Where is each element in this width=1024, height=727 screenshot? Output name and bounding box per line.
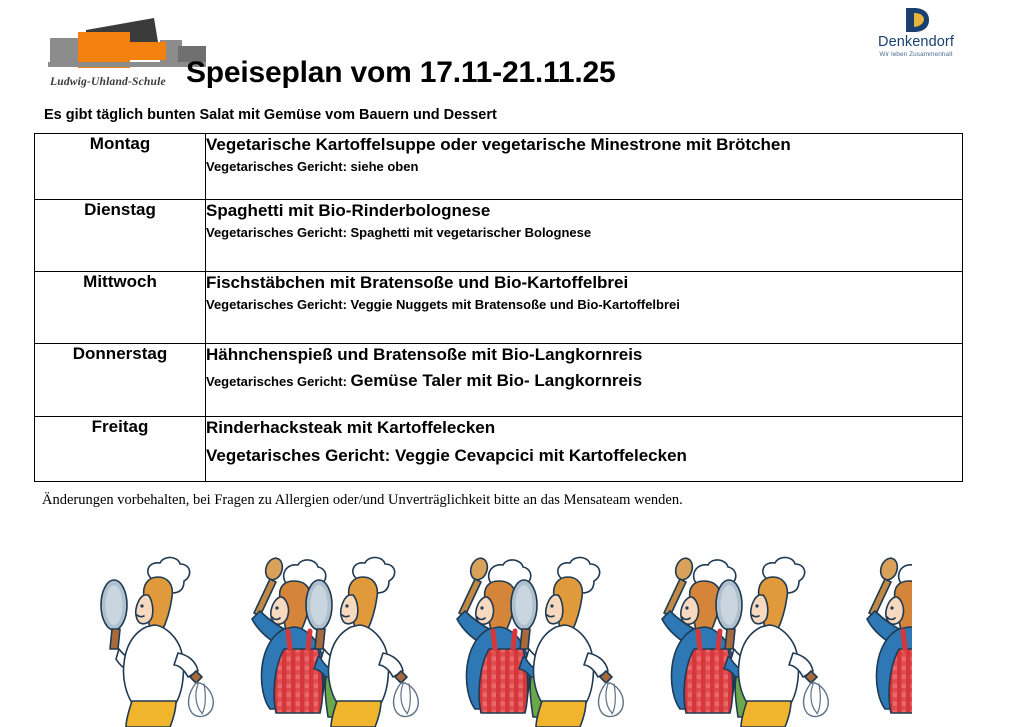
dish-vegetarian: Vegetarisches Gericht: Spaghetti mit veg… (206, 225, 592, 241)
day-cell-friday: Freitag (34, 416, 206, 482)
day-cell-thursday: Donnerstag (34, 343, 206, 417)
dish-cell-monday: Vegetarische Kartoffelsuppe oder vegetar… (205, 133, 963, 200)
day-label: Dienstag (84, 200, 156, 219)
dish-main: Rinderhacksteak mit Kartoffelecken (206, 418, 496, 437)
town-logo: Denkendorf Wir leben Zusammenhalt (862, 6, 970, 58)
school-logo-name: Ludwig-Uhland-Schule (50, 76, 166, 88)
table-row: Dienstag Spaghetti mit Bio-Rinderbologne… (34, 199, 963, 272)
dish-cell-thursday: Hähnchenspieß und Bratensoße mit Bio-Lan… (205, 343, 963, 417)
school-building-logo-icon (48, 18, 206, 68)
day-cell-wednesday: Mittwoch (34, 271, 206, 344)
cartoon-chefs-illustration (92, 553, 912, 727)
denkendorf-d-mark-icon (906, 8, 929, 32)
page-subtitle: Es gibt täglich bunten Salat mit Gemüse … (44, 107, 497, 123)
day-label: Donnerstag (72, 344, 168, 363)
dish-cell-wednesday: Fischstäbchen mit Bratensoße und Bio-Kar… (205, 271, 963, 344)
dish-main: Vegetarische Kartoffelsuppe oder vegetar… (206, 135, 791, 154)
dish-main: Fischstäbchen mit Bratensoße und Bio-Kar… (206, 273, 629, 292)
dish-main: Spaghetti mit Bio-Rinderbolognese (206, 201, 491, 220)
table-row: Freitag Rinderhacksteak mit Kartoffeleck… (34, 416, 963, 482)
page-title: Speiseplan vom 17.11-21.11.25 (186, 56, 616, 89)
day-label: Montag (89, 134, 151, 153)
dish-vegetarian: Vegetarisches Gericht: Gemüse Taler mit … (206, 370, 962, 393)
dish-main: Hähnchenspieß und Bratensoße mit Bio-Lan… (206, 345, 643, 364)
dish-vegetarian-label: Vegetarisches Gericht: (206, 374, 351, 390)
day-label: Mittwoch (83, 272, 157, 291)
table-row: Mittwoch Fischstäbchen mit Bratensoße un… (34, 271, 963, 344)
day-cell-tuesday: Dienstag (34, 199, 206, 272)
dish-vegetarian: Vegetarisches Gericht: Veggie Nuggets mi… (206, 297, 680, 313)
weekly-menu-table: Montag Vegetarische Kartoffelsuppe oder … (34, 133, 963, 482)
dish-vegetarian: Vegetarisches Gericht: Veggie Cevapcici … (206, 446, 687, 466)
dish-cell-tuesday: Spaghetti mit Bio-Rinderbolognese Vegeta… (205, 199, 963, 272)
table-row: Montag Vegetarische Kartoffelsuppe oder … (34, 133, 963, 200)
footer-disclaimer: Änderungen vorbehalten, bei Fragen zu Al… (42, 492, 683, 508)
dish-cell-friday: Rinderhacksteak mit Kartoffelecken Veget… (205, 416, 963, 482)
day-cell-monday: Montag (34, 133, 206, 200)
town-logo-tagline: Wir leben Zusammenhalt (879, 51, 953, 59)
dish-vegetarian-name: Gemüse Taler mit Bio- Langkornreis (350, 371, 643, 391)
table-row: Donnerstag Hähnchenspieß und Bratensoße … (34, 343, 963, 417)
town-logo-name: Denkendorf (878, 34, 954, 50)
dish-vegetarian: Vegetarisches Gericht: siehe oben (206, 159, 419, 175)
day-label: Freitag (91, 417, 149, 436)
chefs-illustration-icon (92, 553, 912, 727)
school-logo: Ludwig-Uhland-Schule (48, 16, 208, 102)
